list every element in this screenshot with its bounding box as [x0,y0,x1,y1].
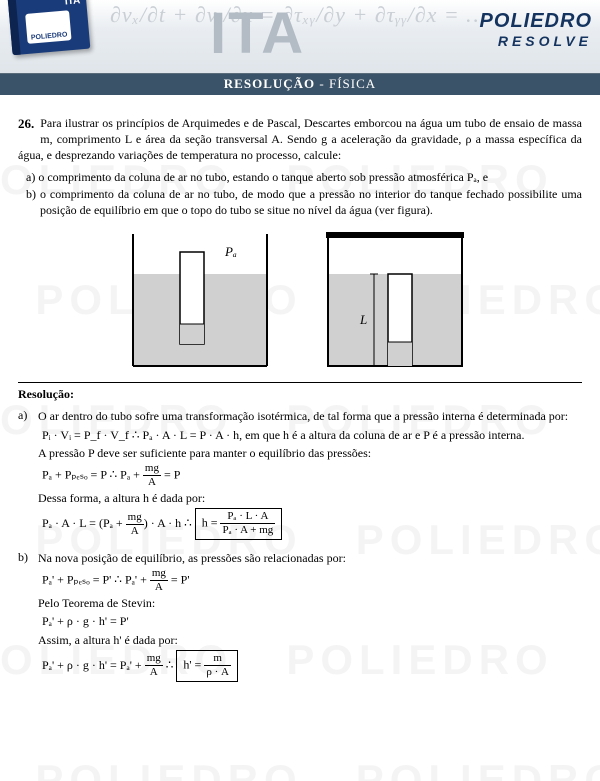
part-a-label: a) [18,408,36,423]
question-item-a: a) o comprimento da coluna de ar no tubo… [40,170,582,186]
fig-l-label: L [359,312,367,327]
part-b-line2: Pelo Teorema de Stevin: [38,595,582,611]
part-b-result-box: h' = mρ · A [176,650,238,682]
figure-open-tank: Pₐ [125,224,280,374]
header-ita: ITA [210,0,305,67]
part-b-eq2: Pₐ' + ρ · g · h' = P' [42,613,582,629]
part-a-eq1: Pᵢ · Vᵢ = P_f · V_f ∴ Pₐ · A · L = P · A… [42,427,582,443]
subheader-subject: FÍSICA [329,76,376,91]
question-number: 26. [18,115,34,133]
brand-top: POLIEDRO [480,10,592,33]
fig-pa-label: Pₐ [224,244,237,259]
part-a-eq2: Pₐ + Pₚₑₛₒ = P ∴ Pₐ + mgA = P [42,463,582,488]
solution-part-a: a) O ar dentro do tubo sofre uma transfo… [18,408,582,540]
part-a-result-box: h = Pₐ · L · APₐ · A + mg [195,508,283,540]
part-a-line1: O ar dentro do tubo sofre uma transforma… [38,408,582,424]
book-cover: ITA POLIEDRO [8,0,91,55]
part-b-label: b) [18,550,36,565]
part-b-line3: Assim, a altura h' é dada por: [38,632,582,648]
subheader: RESOLUÇÃO - FÍSICA [0,74,600,95]
book-label: ITA [64,0,80,8]
brand-bottom: RESOLVE [480,33,592,49]
figures: Pₐ L [18,224,582,374]
part-b-line1: Na nova posição de equilíbrio, as pressõ… [38,550,582,566]
book-logo: POLIEDRO [25,10,71,44]
brand: POLIEDRO RESOLVE [480,10,592,49]
part-b-eq1: Pₐ' + Pₚₑₛₒ = P' ∴ Pₐ' + mgA = P' [42,568,582,593]
solution-heading: Resolução: [18,387,582,402]
figure-closed-tank: L [320,224,475,374]
page-header: ∂vₓ/∂t + ∂vᵧ/∂x = ∂τₓᵧ/∂y + ∂τᵧᵧ/∂x = … … [0,0,600,74]
main-content: 26. Para ilustrar os princípios de Arqui… [0,95,600,702]
question-item-b: b) o comprimento da coluna de ar no tubo… [40,187,582,218]
part-b-eq3: Pₐ' + ρ · g · h' = Pₐ' + mgA ∴ h' = mρ ·… [42,650,582,682]
question-stem: 26. Para ilustrar os princípios de Arqui… [18,115,582,164]
part-a-line2: A pressão P deve ser suficiente para man… [38,445,582,461]
solution-part-b: b) Na nova posição de equilíbrio, as pre… [18,550,582,682]
part-a-line3: Dessa forma, a altura h é dada por: [38,490,582,506]
divider [18,382,582,383]
part-a-eq3: Pₐ · A · L = (Pₐ + mgA) · A · h ∴ h = Pₐ… [42,508,582,540]
subheader-bold: RESOLUÇÃO [224,76,315,91]
